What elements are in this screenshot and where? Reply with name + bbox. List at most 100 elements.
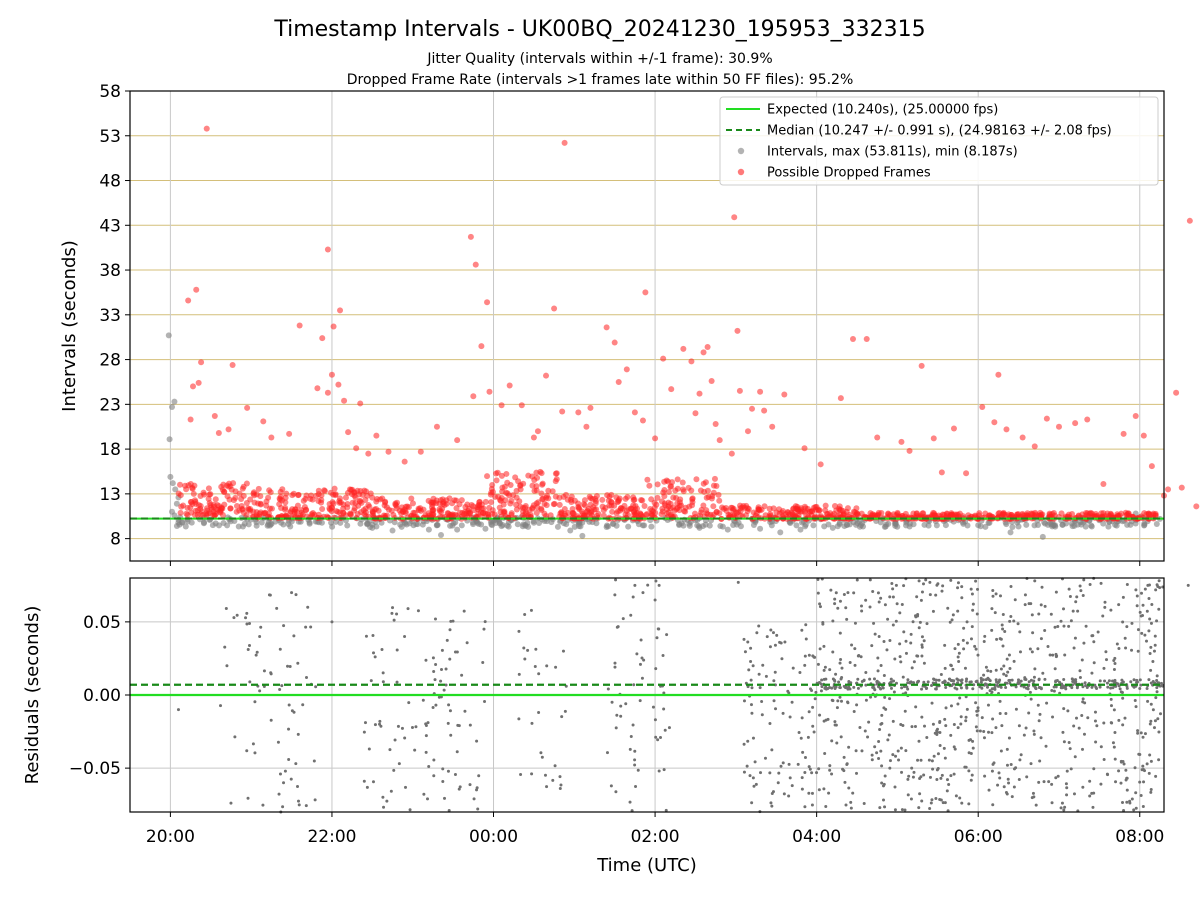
residual-point	[814, 690, 818, 694]
residual-point	[614, 726, 618, 730]
dropped-frame-point	[493, 477, 500, 484]
residual-point	[632, 683, 636, 687]
residual-point	[371, 780, 375, 784]
interval-point	[686, 522, 693, 529]
interval-point	[209, 522, 216, 529]
dropped-frame-point	[733, 510, 740, 517]
residual-point	[893, 657, 897, 661]
residual-point	[951, 667, 955, 671]
residual-point	[914, 705, 918, 709]
residual-point	[955, 687, 959, 691]
residual-point	[912, 660, 916, 664]
residual-point	[876, 591, 880, 595]
interval-point	[836, 519, 843, 526]
residual-point	[835, 706, 839, 710]
residual-point	[1062, 740, 1066, 744]
dropped-frame-point	[611, 339, 618, 346]
residual-point	[362, 730, 366, 734]
residual-point	[906, 687, 910, 691]
residual-point	[1018, 650, 1022, 654]
residual-point	[971, 608, 975, 612]
residual-point	[935, 768, 939, 772]
dropped-frame-point	[749, 405, 756, 412]
residual-point	[838, 695, 842, 699]
dropped-frame-point	[436, 507, 443, 514]
residual-point	[828, 668, 832, 672]
residual-point	[1113, 662, 1117, 666]
residual-point	[1004, 685, 1008, 689]
residual-point	[621, 617, 625, 621]
residual-point	[877, 600, 881, 604]
residual-point	[963, 765, 967, 769]
residual-point	[990, 607, 994, 611]
residual-point	[443, 796, 447, 800]
residual-point	[1056, 624, 1060, 628]
residual-point	[978, 729, 982, 733]
residual-point	[853, 663, 857, 667]
residual-point	[810, 771, 814, 775]
residual-point	[483, 620, 487, 624]
interval-point	[757, 525, 764, 532]
dropped-frame-point	[335, 381, 342, 388]
residual-point	[483, 700, 487, 704]
residual-point	[998, 637, 1002, 641]
residual-point	[788, 776, 792, 780]
residual-point	[636, 768, 640, 772]
dropped-frame-point	[187, 416, 194, 423]
residual-point	[1145, 687, 1149, 691]
residual-point	[455, 750, 459, 754]
residual-point	[1002, 785, 1006, 789]
x-tick-label: 02:00	[631, 827, 680, 847]
residual-point	[1036, 647, 1040, 651]
dropped-frame-point	[569, 506, 576, 513]
residual-point	[1008, 667, 1012, 671]
residual-point	[1007, 781, 1011, 785]
residual-point	[852, 591, 856, 595]
residual-point	[1054, 685, 1058, 689]
residual-point	[1135, 680, 1139, 684]
residual-point	[638, 662, 642, 666]
residual-point	[915, 680, 919, 684]
dropped-frame-point	[569, 510, 576, 517]
residual-point	[941, 681, 945, 685]
residual-point	[991, 594, 995, 598]
residual-point	[768, 771, 772, 775]
residual-point	[787, 794, 791, 798]
residual-point	[798, 671, 802, 675]
dropped-frame-point	[408, 495, 415, 502]
residual-point	[928, 775, 932, 779]
residual-point	[964, 679, 968, 683]
residual-point	[1154, 774, 1158, 778]
residual-point	[746, 685, 750, 689]
dropped-frame-point	[631, 509, 638, 516]
residual-point	[422, 792, 426, 796]
dropped-frame-point	[240, 492, 247, 499]
dropped-frame-point	[559, 408, 566, 415]
dropped-frame-point	[405, 504, 412, 511]
residual-point	[768, 645, 772, 649]
residual-point	[1104, 658, 1108, 662]
residual-point	[996, 783, 1000, 787]
interval-point	[525, 523, 532, 530]
residual-point	[837, 680, 841, 684]
dropped-frame-point	[436, 500, 443, 507]
residual-point	[1080, 747, 1084, 751]
residual-point	[1046, 645, 1050, 649]
dropped-frame-point	[354, 487, 361, 494]
residual-point	[818, 602, 822, 606]
residual-point	[403, 736, 407, 740]
residual-point	[530, 721, 534, 725]
dropped-frame-point	[190, 490, 197, 497]
dropped-frame-point	[556, 501, 563, 508]
dropped-frame-point	[522, 510, 529, 517]
dropped-frame-point	[592, 495, 599, 502]
residual-point	[1075, 716, 1079, 720]
residual-point	[1154, 588, 1158, 592]
interval-point	[434, 522, 441, 529]
dropped-frame-point	[659, 505, 666, 512]
residual-point	[823, 752, 827, 756]
dropped-frame-point	[254, 500, 261, 507]
residual-point	[1112, 668, 1116, 672]
x-tick-label: 08:00	[1115, 827, 1164, 847]
residual-point	[408, 808, 412, 812]
